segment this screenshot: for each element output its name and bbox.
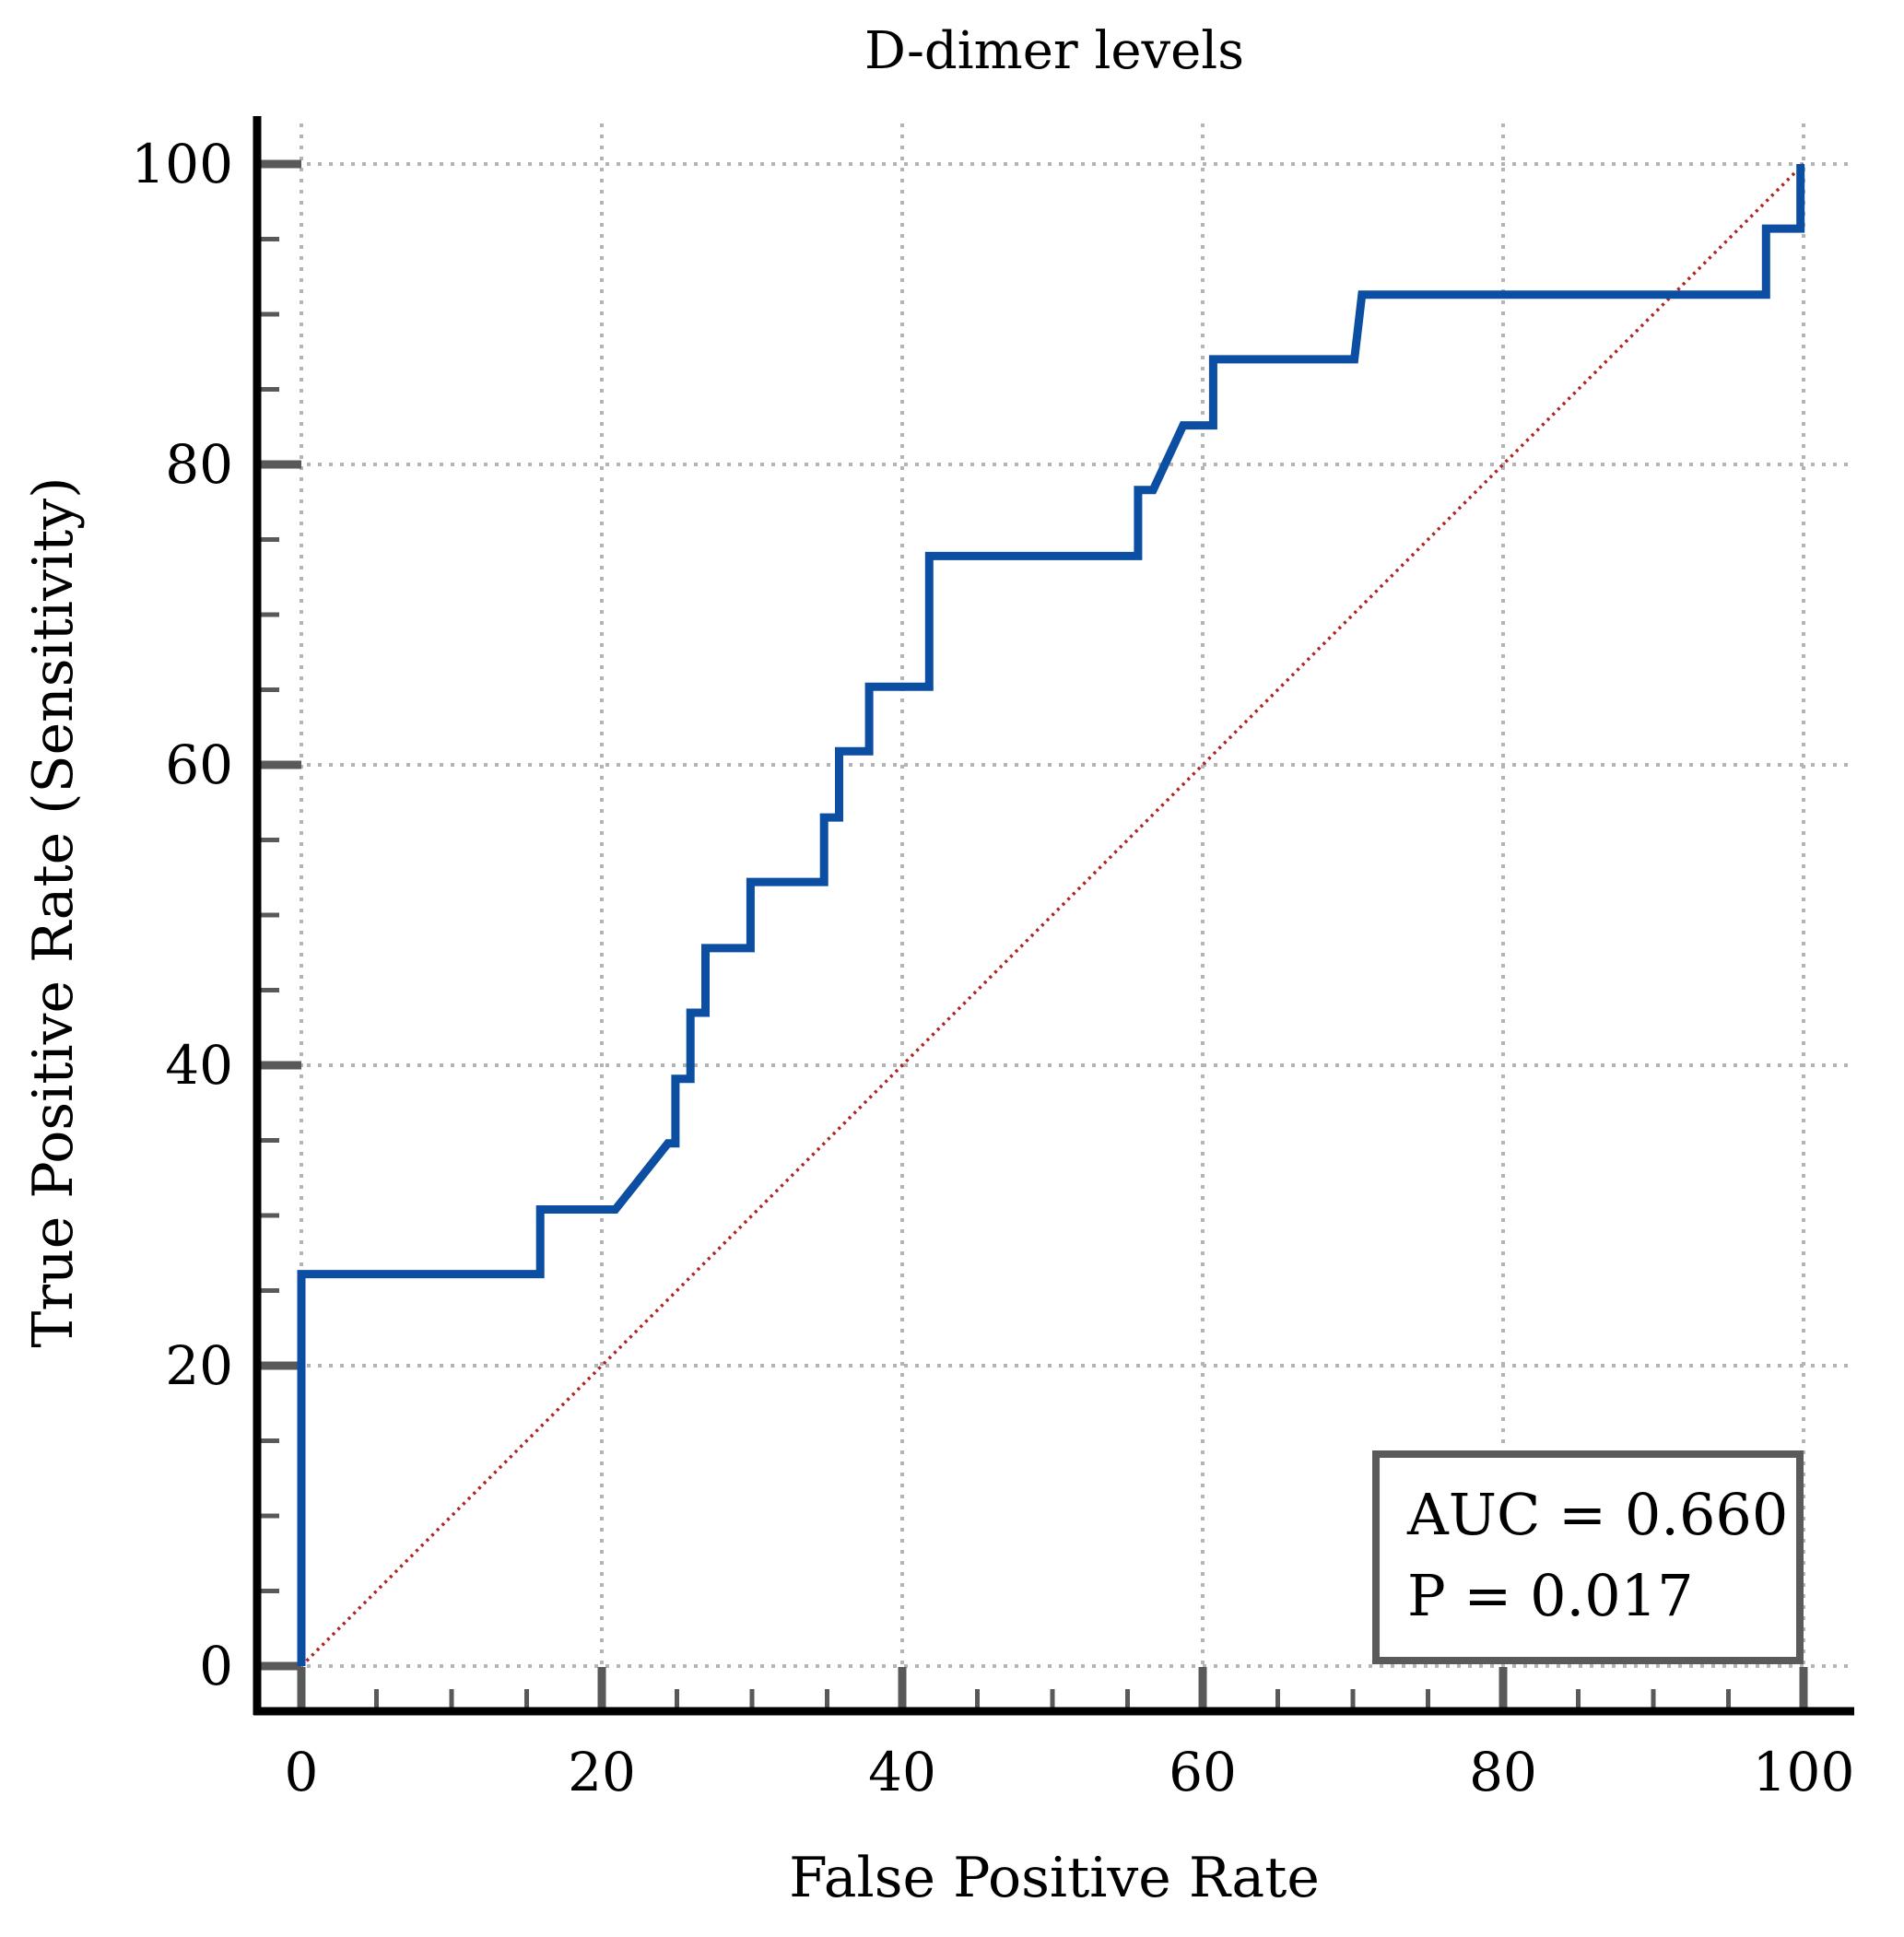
series <box>297 162 1805 1668</box>
reference-diagonal-line <box>300 162 1805 1668</box>
y-tick-label-0: 0 <box>199 1635 233 1697</box>
x-tick-label-100: 100 <box>1753 1741 1855 1803</box>
y-tick-label-100: 100 <box>131 133 233 195</box>
y-tick-label-80: 80 <box>165 433 233 496</box>
x-tick-label-40: 40 <box>868 1741 936 1803</box>
x-tick-label-0: 0 <box>285 1741 319 1803</box>
x-tick-label-60: 60 <box>1169 1741 1237 1803</box>
legend-auc-text: AUC = 0.660 <box>1406 1481 1788 1548</box>
y-axis-title: True Positive Rate (Sensitivity) <box>21 476 86 1347</box>
x-tick-label-80: 80 <box>1469 1741 1537 1803</box>
x-axis-title: False Positive Rate <box>789 1846 1320 1910</box>
tick-labels: 0 20 40 60 80 100 0 20 40 60 80 100 <box>131 133 1854 1803</box>
legend-box: AUC = 0.660 P = 0.017 <box>1372 1450 1804 1664</box>
y-tick-label-60: 60 <box>165 734 233 796</box>
chart-title: D-dimer levels <box>864 21 1244 81</box>
legend-frame <box>1372 1450 1804 1664</box>
y-tick-label-40: 40 <box>165 1034 233 1097</box>
y-tick-label-20: 20 <box>165 1334 233 1397</box>
roc-curve-line <box>297 164 1805 1666</box>
legend-p-value-text: P = 0.017 <box>1407 1562 1694 1629</box>
x-tick-label-20: 20 <box>568 1741 636 1803</box>
